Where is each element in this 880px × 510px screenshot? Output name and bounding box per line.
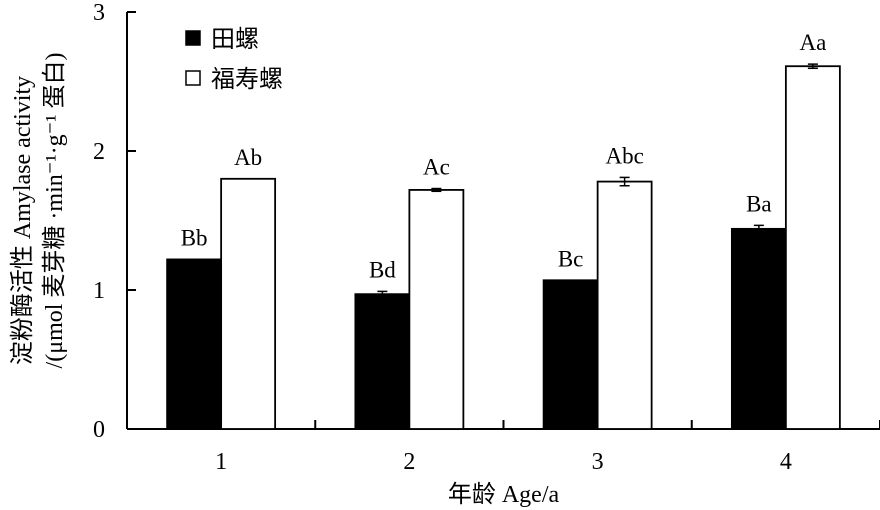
y-tick-label: 0 <box>93 417 105 443</box>
y-tick-label: 1 <box>93 278 105 304</box>
significance-labels: Bb Bd Bc Ba Ab Ac Abc Aa <box>181 30 827 282</box>
bar <box>542 279 599 430</box>
significance-label: Bb <box>181 225 208 250</box>
y-tick-label: 2 <box>93 139 105 165</box>
legend: 田螺 福寿螺 <box>185 26 283 93</box>
significance-label: Ab <box>234 145 262 170</box>
y-axis-title: 淀粉酶活性 Amylase activity /(μmol 麦芽糖 ·min⁻¹… <box>9 53 68 369</box>
bar <box>596 180 653 430</box>
x-ticks: 1 2 3 4 <box>126 420 880 475</box>
significance-label: Abc <box>605 143 643 168</box>
bar <box>784 65 841 430</box>
y-tick-label: 3 <box>93 0 105 26</box>
x-tick-label: 2 <box>403 449 415 475</box>
x-axis-title: 年龄 Age/a <box>448 481 560 508</box>
significance-label: Aa <box>799 30 826 55</box>
significance-label: Bc <box>558 246 584 271</box>
bars <box>166 65 841 430</box>
bar <box>220 177 277 430</box>
y-axis-title-line-1: 淀粉酶活性 Amylase activity <box>9 76 36 365</box>
y-ticks: 0 1 2 3 <box>93 0 136 443</box>
significance-label: Ba <box>746 191 772 216</box>
bar <box>408 189 465 430</box>
legend-swatch-tianluo <box>185 30 201 46</box>
y-axis-title-line-2: /(μmol 麦芽糖 ·min⁻¹·g⁻¹ 蛋白) <box>41 53 68 369</box>
legend-label-fushouluo: 福寿螺 <box>211 66 283 93</box>
bar <box>730 227 787 430</box>
significance-label: Ac <box>423 155 450 180</box>
x-tick-label: 1 <box>215 449 227 475</box>
legend-swatch-fushouluo <box>185 70 201 86</box>
bar <box>354 293 411 430</box>
x-tick-label: 3 <box>592 449 604 475</box>
bar <box>166 258 223 430</box>
error-bars <box>377 63 818 298</box>
significance-label: Bd <box>369 257 396 282</box>
x-tick-label: 4 <box>780 449 792 475</box>
legend-label-tianluo: 田螺 <box>211 26 259 53</box>
